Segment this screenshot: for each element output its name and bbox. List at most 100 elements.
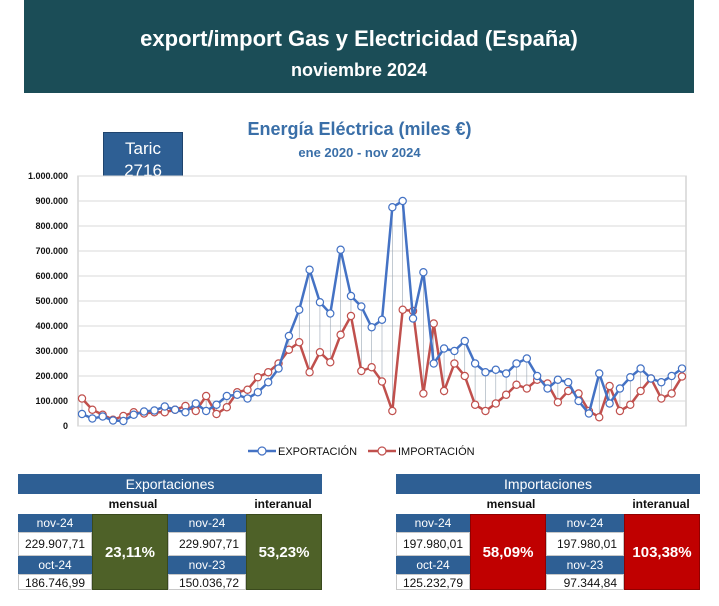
import-point <box>481 406 490 416</box>
import-point <box>305 368 314 377</box>
import-point <box>605 381 614 391</box>
export-point <box>129 410 138 419</box>
export-value-nov24-b: 229.907,71 <box>168 532 246 556</box>
export-point <box>439 344 449 353</box>
export-point <box>532 371 542 381</box>
import-date-nov24-b: nov-24 <box>546 514 624 532</box>
export-point <box>232 390 242 399</box>
import-point <box>264 368 273 377</box>
export-point <box>108 416 118 425</box>
import-table: Importaciones mensual interanual nov-24 … <box>396 474 700 590</box>
export-point <box>274 364 283 373</box>
y-tick-label: 600.000 <box>35 271 68 281</box>
export-point <box>336 245 345 254</box>
export-point <box>181 408 190 417</box>
export-point <box>295 305 304 314</box>
import-point <box>346 311 356 321</box>
export-interanual-label: interanual <box>254 497 312 511</box>
export-point <box>222 391 232 401</box>
import-point <box>636 386 645 396</box>
taric-label: Taric <box>125 139 161 158</box>
y-tick-label: 1.000.000 <box>28 171 68 181</box>
export-date-nov24-b: nov-24 <box>168 514 246 532</box>
import-point <box>253 373 263 382</box>
export-point <box>88 414 97 423</box>
export-point <box>119 416 128 426</box>
import-point <box>512 380 521 389</box>
import-point <box>222 403 232 412</box>
import-point <box>336 330 345 339</box>
import-point <box>429 319 438 328</box>
import-point <box>212 409 221 419</box>
import-point <box>326 358 335 367</box>
import-point <box>491 399 500 408</box>
import-point <box>367 363 376 372</box>
export-point <box>388 203 397 212</box>
export-mensual-pct: 23,11% <box>92 514 168 590</box>
export-point <box>326 309 335 318</box>
export-point <box>139 407 149 416</box>
import-point <box>470 400 480 409</box>
import-point <box>501 390 511 399</box>
y-tick-label: 400.000 <box>35 321 68 331</box>
import-point <box>377 377 387 386</box>
import-point <box>439 386 449 396</box>
export-point <box>191 399 200 408</box>
export-date-nov24: nov-24 <box>18 514 92 532</box>
y-tick-label: 500.000 <box>35 296 68 306</box>
import-value-oct24: 125.232,79 <box>396 574 470 590</box>
legend-export-label: EXPORTACIÓN <box>278 445 357 458</box>
export-point <box>481 368 490 377</box>
header-banner: export/import Gas y Electricidad (España… <box>24 0 694 93</box>
chart-title: Energía Eléctrica (miles €) <box>247 119 472 139</box>
import-date-nov23: nov-23 <box>546 556 624 574</box>
import-interanual-label: interanual <box>632 497 690 511</box>
import-point <box>201 391 211 401</box>
export-point <box>667 371 676 381</box>
export-point <box>470 359 480 368</box>
export-date-nov23: nov-23 <box>168 556 246 574</box>
line-chart: 0 100.000 200.000 300.000 400.000 500.000 600.… <box>28 171 687 458</box>
import-point <box>522 384 532 393</box>
legend-import-marker <box>377 446 387 456</box>
export-point <box>305 265 314 274</box>
export-mensual-label: mensual <box>108 497 158 511</box>
export-point <box>584 409 594 418</box>
export-point <box>522 354 532 363</box>
export-point <box>150 406 159 415</box>
export-point <box>264 378 273 387</box>
export-point <box>212 400 221 409</box>
y-tick-label: 900.000 <box>35 196 68 206</box>
import-date-oct24: oct-24 <box>396 556 470 574</box>
export-point <box>615 384 625 393</box>
import-point <box>357 366 366 376</box>
export-point <box>636 364 645 373</box>
export-point <box>201 406 211 416</box>
export-point <box>543 384 552 393</box>
import-point <box>450 359 459 368</box>
export-point <box>284 331 294 341</box>
export-point <box>553 375 563 384</box>
export-point <box>253 388 263 397</box>
y-tick-label: 200.000 <box>35 371 68 381</box>
export-point <box>574 396 583 406</box>
import-table-title: Importaciones <box>396 474 700 494</box>
export-point <box>595 369 604 378</box>
export-point <box>398 196 407 206</box>
y-tick-label: 700.000 <box>35 246 68 256</box>
import-point <box>626 400 635 409</box>
export-value-oct24: 186.746,99 <box>18 574 92 590</box>
export-value-nov23: 150.036,72 <box>168 574 246 590</box>
y-tick-label: 300.000 <box>35 346 68 356</box>
import-point <box>191 406 200 416</box>
legend-import-label: IMPORTACIÓN <box>398 445 475 458</box>
export-point <box>243 394 252 403</box>
export-point <box>501 369 511 378</box>
import-mensual-pct: 58,09% <box>470 514 546 590</box>
import-point <box>677 372 687 381</box>
import-point <box>667 389 676 398</box>
export-point <box>346 291 356 301</box>
import-point <box>553 398 563 407</box>
export-point <box>429 359 438 368</box>
import-point <box>388 406 397 416</box>
